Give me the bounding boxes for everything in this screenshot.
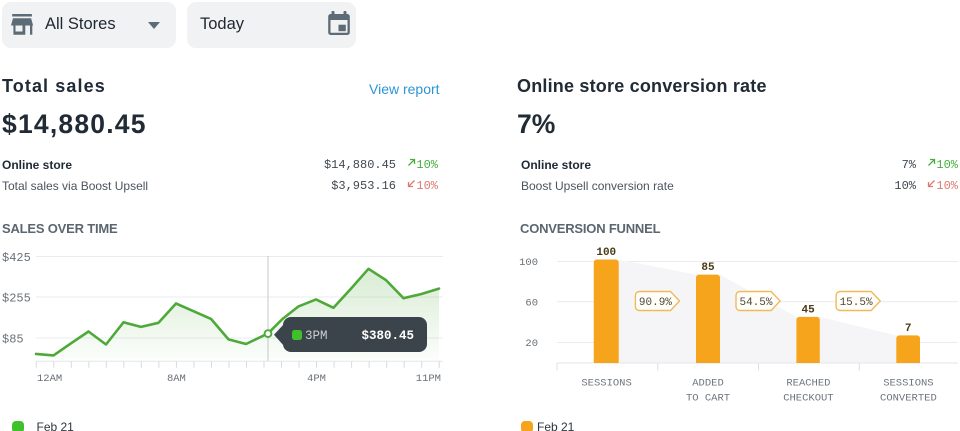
svg-text:$85: $85 [2,332,24,346]
svg-text:11PM: 11PM [416,373,441,385]
svg-text:7: 7 [905,323,912,335]
svg-text:20: 20 [525,338,538,350]
svg-text:CHECKOUT: CHECKOUT [783,393,833,405]
svg-text:15.5%: 15.5% [840,297,873,309]
svg-text:90.9%: 90.9% [639,297,672,309]
svg-text:REACHED: REACHED [786,377,830,389]
svg-text:4PM: 4PM [307,373,326,385]
svg-text:100: 100 [596,247,616,259]
svg-text:TO CART: TO CART [686,393,730,405]
svg-text:$255: $255 [2,291,31,305]
svg-text:12AM: 12AM [37,373,62,385]
svg-text:60: 60 [525,298,538,310]
svg-text:SESSIONS: SESSIONS [581,377,631,389]
svg-text:100: 100 [519,257,538,269]
svg-text:$425: $425 [2,251,31,265]
svg-text:SESSIONS: SESSIONS [883,377,933,389]
svg-text:54.5%: 54.5% [739,297,772,309]
svg-text:85: 85 [701,262,715,274]
svg-text:CONVERTED: CONVERTED [880,393,937,405]
svg-text:45: 45 [801,304,815,316]
svg-text:ADDED: ADDED [692,377,724,389]
svg-text:8AM: 8AM [167,373,186,385]
